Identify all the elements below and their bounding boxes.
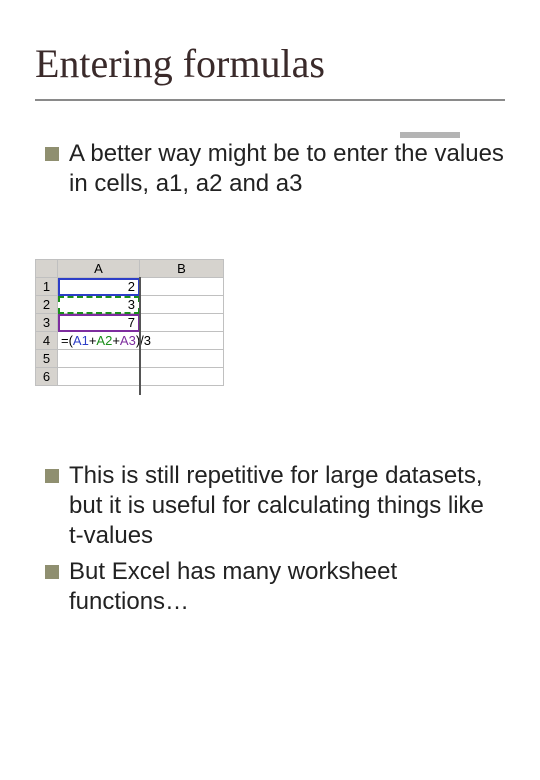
formula-text: =(A1+A2+A3)/3 (61, 333, 151, 348)
formula-plus2: + (112, 333, 120, 348)
cell-a5 (58, 350, 140, 368)
title-rule (35, 99, 505, 101)
bullet-text: This is still repetitive for large datas… (69, 461, 505, 551)
slide: Entering formulas A better way might be … (0, 0, 540, 780)
formula-ref-a3: A3 (120, 333, 136, 348)
spreadsheet-screenshot: A B 1 2 2 3 3 7 (35, 259, 505, 391)
bullet-item: A better way might be to enter the value… (45, 139, 505, 199)
row-header-5: 5 (36, 350, 58, 368)
col-header-b: B (140, 260, 224, 278)
bottom-bullets: This is still repetitive for large datas… (35, 461, 505, 617)
cell-a6 (58, 368, 140, 386)
row-header-3: 3 (36, 314, 58, 332)
spreadsheet-table: A B 1 2 2 3 3 7 (35, 259, 224, 386)
bullet-text: But Excel has many worksheet functions… (69, 557, 505, 617)
bullet-square-icon (45, 469, 59, 483)
row-header-1: 1 (36, 278, 58, 296)
col-header-a: A (58, 260, 140, 278)
formula-prefix: =( (61, 333, 73, 348)
row-header-4: 4 (36, 332, 58, 350)
cell-a2: 3 (58, 296, 140, 314)
table-corner (36, 260, 58, 278)
cell-b6 (140, 368, 224, 386)
cell-a1: 2 (58, 278, 140, 296)
formula-suffix: )/3 (136, 333, 151, 348)
bullet-item: But Excel has many worksheet functions… (45, 557, 505, 617)
cell-b5 (140, 350, 224, 368)
title-rule-accent (400, 132, 460, 138)
formula-ref-a2: A2 (96, 333, 112, 348)
cell-a3: 7 (58, 314, 140, 332)
bullet-square-icon (45, 565, 59, 579)
bullet-item: This is still repetitive for large datas… (45, 461, 505, 551)
top-bullets: A better way might be to enter the value… (35, 139, 505, 199)
cell-a4-formula: =(A1+A2+A3)/3 (58, 332, 224, 350)
bullet-text: A better way might be to enter the value… (69, 139, 505, 199)
bullet-square-icon (45, 147, 59, 161)
cell-b3 (140, 314, 224, 332)
slide-title: Entering formulas (35, 40, 505, 87)
cell-b1 (140, 278, 224, 296)
formula-ref-a1: A1 (73, 333, 89, 348)
row-header-2: 2 (36, 296, 58, 314)
cell-b2 (140, 296, 224, 314)
row-header-6: 6 (36, 368, 58, 386)
